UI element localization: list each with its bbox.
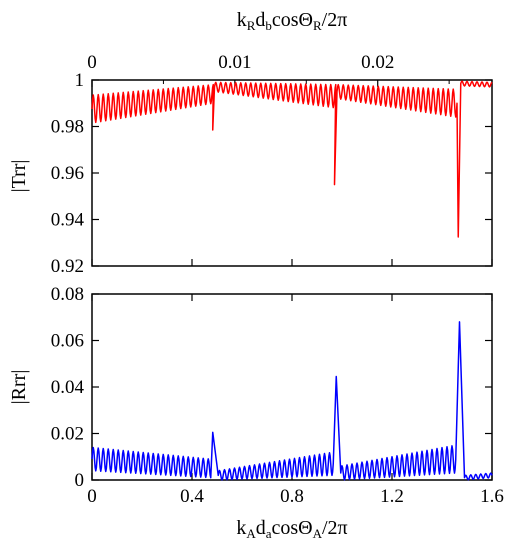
top-y-tick-label: 1 bbox=[75, 70, 85, 91]
bottom-x-tick-label: 0.4 bbox=[180, 486, 204, 507]
top-secondary-x-tick-label: 0.01 bbox=[218, 52, 251, 73]
top-secondary-x-tick-label: 0 bbox=[87, 52, 97, 73]
top-y-ticks: 0.92 0.94 0.96 0.98 1 bbox=[51, 70, 492, 277]
top-secondary-x-axis-label: kRdbcosΘR/2π bbox=[237, 9, 348, 33]
top-x-ticks bbox=[91, 259, 493, 266]
bottom-y-tick-label: 0.08 bbox=[51, 284, 84, 305]
top-secondary-x-tick-label: 0.02 bbox=[361, 52, 394, 73]
top-series-line bbox=[91, 80, 493, 238]
top-y-tick-label: 0.98 bbox=[51, 117, 84, 138]
bottom-x-axis-label: kAdacosΘA/2π bbox=[236, 517, 347, 541]
top-panel: 0.92 0.94 0.96 0.98 1 0 0.01 0.02 |Trr| kRdbco… bbox=[8, 9, 493, 277]
top-y-tick-label: 0.96 bbox=[51, 163, 84, 184]
bottom-y-axis-label: |Rrr| bbox=[8, 370, 30, 405]
bottom-x-ticks: 0 0.4 0.8 1.2 1.6 bbox=[87, 294, 504, 507]
bottom-x-tick-label: 1.2 bbox=[380, 486, 404, 507]
top-y-axis-label: |Trr| bbox=[8, 160, 30, 193]
top-y-tick-label: 0.92 bbox=[51, 256, 84, 277]
bottom-y-tick-label: 0 bbox=[75, 470, 85, 491]
bottom-x-tick-label: 0 bbox=[87, 486, 97, 507]
top-secondary-x-ticks: 0 0.01 0.02 bbox=[87, 52, 450, 87]
top-y-tick-label: 0.94 bbox=[51, 210, 85, 231]
bottom-y-tick-label: 0.02 bbox=[51, 424, 84, 445]
bottom-x-tick-label: 1.6 bbox=[480, 486, 504, 507]
bottom-y-tick-label: 0.04 bbox=[51, 377, 85, 398]
bottom-series-line bbox=[91, 321, 493, 481]
bottom-y-tick-label: 0.06 bbox=[51, 331, 84, 352]
bottom-panel: 0 0.02 0.04 0.06 0.08 0 0.4 0.8 1.2 1.6 |Rrr| kA… bbox=[8, 284, 504, 541]
bottom-y-ticks: 0 0.02 0.04 0.06 0.08 bbox=[51, 284, 492, 491]
bottom-x-tick-label: 0.8 bbox=[280, 486, 304, 507]
